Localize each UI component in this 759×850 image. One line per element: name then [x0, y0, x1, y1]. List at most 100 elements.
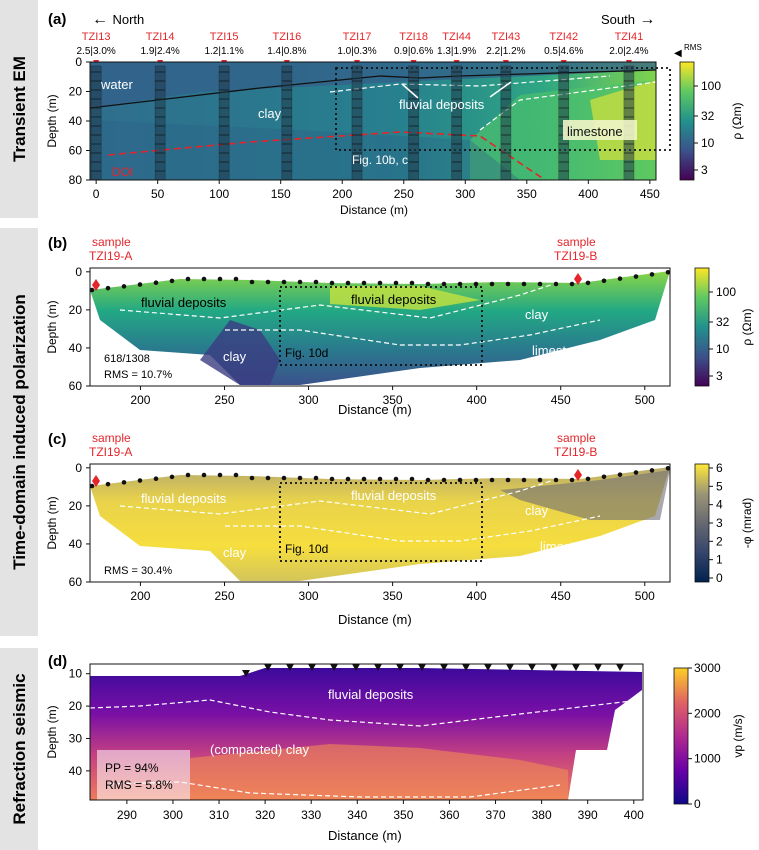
x-tick-label: 100: [209, 187, 229, 201]
electrode: [521, 477, 527, 483]
geophone: [396, 664, 404, 671]
ip-c-boundary-1: [119, 477, 561, 515]
y-tick-label: 20: [69, 499, 83, 513]
x-tick-label: 250: [214, 589, 234, 603]
electrode: [585, 476, 591, 482]
electrode: [361, 476, 367, 482]
panel-a: (a) ← North South → TZI13 2.5|3.0% TZI14 1.…: [45, 11, 744, 217]
x-tick-label: 500: [635, 393, 655, 407]
south-label: South →: [601, 11, 655, 28]
y-tick-label: 40: [69, 764, 83, 778]
x-tick-label: 150: [271, 187, 291, 201]
panel-a-ylabel: Depth (m): [45, 94, 59, 147]
electrode: [377, 280, 383, 286]
y-tick-label: 0: [75, 265, 82, 279]
panel-d-axes: 290 300 310 320 330 340 350 360 370 380 390 400 10 20…: [69, 667, 644, 822]
electrode: [137, 282, 143, 287]
electrode: [569, 281, 575, 287]
x-tick-label: 390: [578, 808, 598, 822]
panel-d-letter: (d): [48, 653, 67, 670]
electrode: [169, 278, 175, 284]
borehole-column: [90, 65, 102, 181]
c-sample-a-label: sample: [92, 431, 131, 445]
panel-a-xlabel: Distance (m): [340, 203, 408, 217]
b-label-count: 618/1308: [104, 353, 150, 365]
d-label-fluvial: fluvial deposits: [328, 687, 414, 702]
colorbar-a-ticks: 100 32 10 3: [694, 79, 721, 177]
station-name: TZI41: [615, 31, 644, 43]
panel-c: (c) sample TZI19-A sample TZI19-B fluvia…: [45, 431, 754, 627]
panel-d-xlabel: Distance (m): [328, 828, 402, 843]
seismic-stats-bg: [97, 750, 190, 800]
colorbar-a-label: ρ (Ωm): [730, 102, 744, 139]
electrode: [217, 276, 223, 282]
x-tick-label: 350: [517, 187, 537, 201]
geophone: [440, 664, 448, 671]
x-tick-label: 200: [130, 393, 150, 407]
geophone: [462, 664, 470, 671]
geophone: [506, 664, 514, 671]
panel-c-letter: (c): [48, 431, 66, 448]
cb-tick-label: 100: [716, 285, 736, 299]
sample-a-label: sample: [92, 235, 131, 249]
geophone: [352, 664, 360, 671]
b-label-fluvial-left: fluvial deposits: [141, 295, 227, 310]
electrode: [633, 470, 639, 475]
x-tick-label: 310: [209, 808, 229, 822]
electrode: [393, 476, 399, 482]
electrode: [169, 474, 175, 480]
geophone: [550, 664, 558, 671]
c-label-clay-right: clay: [525, 503, 549, 518]
electrode: [457, 477, 463, 483]
x-tick-label: 250: [394, 187, 414, 201]
rms-arrow: ◀: [674, 48, 682, 59]
electrode: [233, 276, 239, 282]
cb-tick-label: 0: [716, 571, 723, 585]
colorbar-c-ticks: 6 5 4 3 2 1 0: [709, 461, 723, 585]
label-fig10bc: Fig. 10b, c: [352, 153, 408, 167]
ip-b-boundary-1: [119, 281, 561, 319]
panel-b-ylabel: Depth (m): [45, 300, 59, 353]
panel-d-frame: [89, 663, 644, 801]
sample-b-marker-b: [574, 273, 582, 285]
station-rms: 0.5|4.6%: [544, 46, 583, 57]
station-name: TZI15: [210, 31, 239, 43]
x-tick-label: 360: [439, 808, 459, 822]
electrode: [425, 477, 431, 483]
electrode: [265, 475, 271, 481]
electrode: [489, 281, 495, 287]
electrode: [345, 476, 351, 482]
x-tick-label: 200: [130, 589, 150, 603]
cb-tick-label: 100: [701, 79, 721, 93]
seismic-boundary-1: [89, 699, 641, 727]
x-tick-label: 350: [383, 589, 403, 603]
colorbar-c-label: -φ (mrad): [740, 498, 754, 548]
electrode: [313, 279, 319, 285]
electrode: [569, 477, 575, 483]
label-doi: DOI: [112, 165, 133, 179]
cb-tick-label: 2000: [694, 706, 721, 720]
panel-b-letter: (b): [48, 235, 67, 252]
b-label-fig10d: Fig. 10d: [285, 346, 328, 360]
x-tick-label: 450: [640, 187, 660, 201]
panel-b: (b) sample TZI19-A sample TZI19-B fluvia…: [45, 235, 754, 417]
geophone: [594, 664, 602, 671]
x-tick-label: 300: [299, 589, 319, 603]
electrode: [89, 287, 95, 293]
sample-b-id: TZI19-B: [554, 249, 597, 263]
station-name: TZI13: [82, 31, 111, 43]
station-rms: 2.0|2.4%: [609, 46, 648, 57]
svg-text:Refraction seismic: Refraction seismic: [10, 673, 29, 824]
b-label-limestone: limestone: [532, 343, 588, 358]
borehole-column: [451, 65, 462, 181]
b-label-clay-right: clay: [525, 307, 549, 322]
station-rms: 1.2|1.1%: [204, 46, 243, 57]
cb-tick-label: 4: [716, 498, 723, 512]
electrode: [473, 477, 479, 483]
cb-tick-label: 5: [716, 479, 723, 493]
fig10d-box-b: [279, 286, 483, 366]
svg-text:Transient EM: Transient EM: [10, 56, 29, 162]
borehole-column: [154, 65, 166, 181]
geophone: [374, 664, 382, 671]
geophone: [616, 664, 624, 671]
